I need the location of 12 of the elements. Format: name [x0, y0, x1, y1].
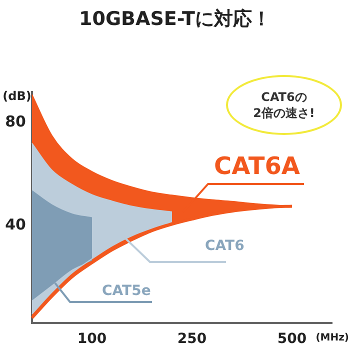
series-label: CAT5e	[102, 283, 151, 299]
speech-bubble: CAT6の 2倍の速さ!	[226, 75, 342, 135]
x-tick-label: 250	[177, 331, 207, 348]
x-tick-label: 500	[277, 331, 307, 348]
series-label: CAT6A	[214, 152, 300, 180]
chart-title: 10GBASE-Tに対応！	[78, 7, 272, 32]
y-tick-label: 40	[5, 215, 26, 234]
text: CAT6	[205, 238, 244, 254]
y-tick-label: 80	[5, 112, 26, 131]
x-tick-label: 100	[77, 331, 107, 348]
x-axis-title: (MHz)	[316, 332, 349, 344]
y-axis-title: (dB)	[2, 89, 32, 104]
